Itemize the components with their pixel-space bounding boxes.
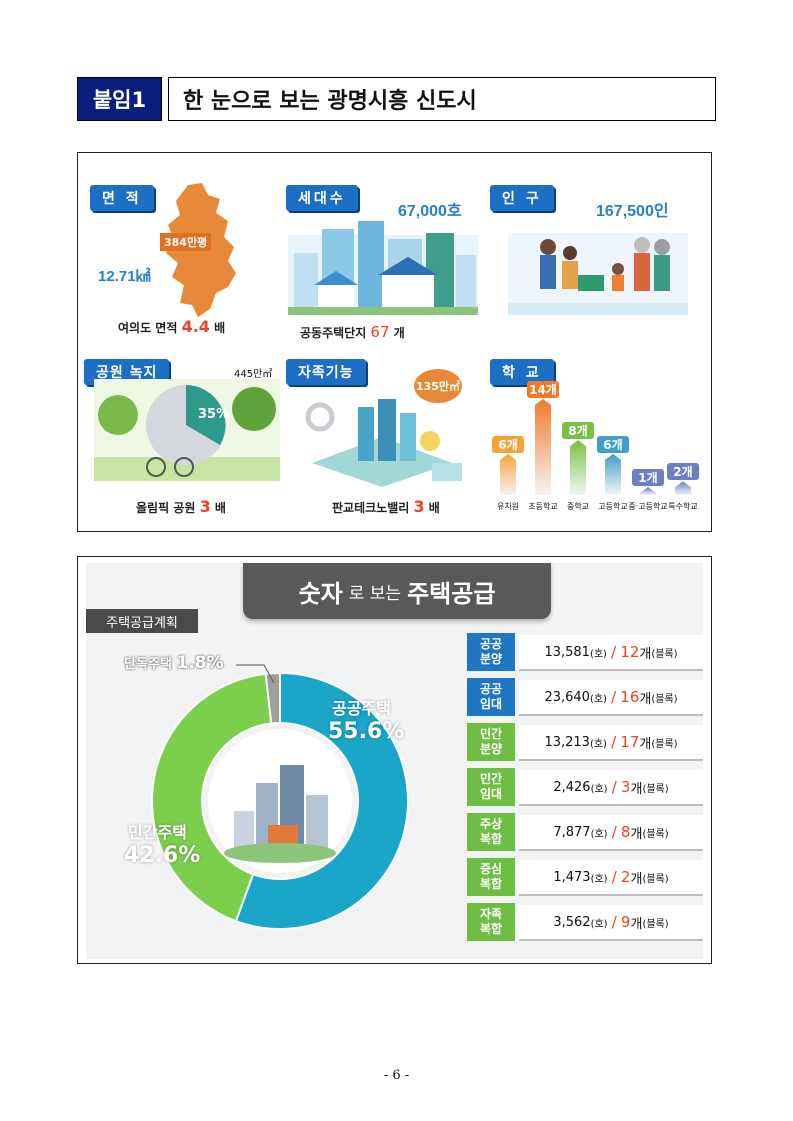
supply-row: 민간 분양 13,213 (호) / 17 개 (블록) bbox=[467, 723, 703, 761]
page-number: - 6 - bbox=[383, 1068, 410, 1083]
school-label: 유치원 bbox=[496, 502, 520, 511]
school-count: 6개 bbox=[492, 435, 524, 453]
supply-value: 23,640 (호) / 16 개 (블록) bbox=[519, 680, 703, 716]
supply-row: 민간 임대 2,426 (호) / 3 개 (블록) bbox=[467, 768, 703, 806]
public-housing-label: 공공주택 bbox=[332, 699, 391, 718]
city-building bbox=[234, 811, 254, 851]
school-label: 특수학교 bbox=[668, 502, 698, 511]
banner-part-2: 로 보는 bbox=[348, 583, 402, 604]
school-count: 14개 bbox=[527, 381, 559, 398]
supply-value: 13,581 (호) / 12 개 (블록) bbox=[519, 635, 703, 671]
self-sufficiency-area: 135만㎡ bbox=[414, 369, 462, 403]
map-illustration bbox=[166, 183, 236, 317]
supply-type-label: 민간 분양 bbox=[467, 723, 515, 761]
population-tag: 인 구 bbox=[490, 185, 554, 211]
banner-part-3: 주택공급 bbox=[407, 579, 496, 608]
supply-row: 중심 복합 1,473 (호) / 2 개 (블록) bbox=[467, 858, 703, 896]
school-bar bbox=[675, 481, 691, 495]
housing-donut-chart bbox=[151, 671, 409, 930]
supply-value: 3,562 (호) / 9 개 (블록) bbox=[519, 905, 703, 941]
self-sufficiency-caption: 판교테크노밸리 3 배 bbox=[332, 497, 440, 516]
supply-row: 공공 임대 23,640 (호) / 16 개 (블록) bbox=[467, 678, 703, 716]
private-housing-label: 민간주택 bbox=[128, 823, 187, 842]
page-title: 한 눈으로 보는 광명시흥 신도시 bbox=[168, 77, 716, 121]
private-housing-pct: 42.6% bbox=[124, 843, 201, 868]
supply-type-label: 민간 임대 bbox=[467, 768, 515, 806]
area-caption: 여의도 면적 4.4 배 bbox=[118, 317, 226, 336]
supply-row: 공공 분양 13,581 (호) / 12 개 (블록) bbox=[467, 633, 703, 671]
public-housing-pct: 55.6% bbox=[328, 719, 405, 744]
supply-type-label: 공공 임대 bbox=[467, 678, 515, 716]
park-percent: 35% bbox=[198, 407, 230, 422]
housing-supply-panel: 숫자 로 보는 주택공급 주택공급계획 공공주택 55.6% 민간주택 42.6… bbox=[77, 556, 712, 964]
supply-banner: 숫자 로 보는 주택공급 bbox=[243, 563, 551, 619]
banner-part-1: 숫자 bbox=[298, 579, 343, 608]
supply-value: 2,426 (호) / 3 개 (블록) bbox=[519, 770, 703, 806]
supply-row: 자족 복합 3,562 (호) / 9 개 (블록) bbox=[467, 903, 703, 941]
supply-row: 주상 복합 7,877 (호) / 8 개 (블록) bbox=[467, 813, 703, 851]
supply-value: 1,473 (호) / 2 개 (블록) bbox=[519, 860, 703, 896]
supply-value: 13,213 (호) / 17 개 (블록) bbox=[519, 725, 703, 761]
techvalley-illustration bbox=[305, 399, 462, 487]
detached-housing-label: 단독주택 1.8% bbox=[124, 653, 224, 673]
overview-panel: 면 적 384만평 12.71㎢ 여의도 면적 4.4 배 세대수 67,000… bbox=[77, 152, 712, 532]
public-segment bbox=[234, 671, 409, 930]
private-segment bbox=[151, 672, 273, 923]
school-bar bbox=[500, 453, 516, 495]
supply-plan-tag: 주택공급계획 bbox=[86, 609, 198, 633]
detached-leader-line bbox=[236, 664, 275, 684]
city-ground bbox=[224, 843, 336, 863]
households-tag: 세대수 bbox=[286, 185, 358, 211]
area-value: 12.71㎢ bbox=[98, 268, 151, 285]
park-illustration bbox=[94, 379, 280, 481]
supply-value: 7,877 (호) / 8 개 (블록) bbox=[519, 815, 703, 851]
supply-type-label: 주상 복합 bbox=[467, 813, 515, 851]
apartment-illustration bbox=[288, 221, 478, 315]
school-label: 중학교 bbox=[566, 502, 590, 511]
supply-type-label: 중심 복합 bbox=[467, 858, 515, 896]
households-value: 67,000호 bbox=[398, 203, 462, 220]
self-sufficiency-tag: 자족기능 bbox=[286, 359, 366, 385]
school-count: 6개 bbox=[597, 435, 629, 453]
school-label: 초등학교 bbox=[528, 502, 558, 511]
school-count: 8개 bbox=[562, 422, 594, 440]
map-label: 384만평 bbox=[160, 233, 212, 251]
area-tag: 면 적 bbox=[90, 185, 154, 211]
park-area: 445만㎡ bbox=[234, 369, 273, 380]
school-label: 고등학교 bbox=[598, 502, 628, 511]
supply-type-label: 공공 분양 bbox=[467, 633, 515, 671]
school-bar bbox=[640, 487, 656, 495]
schools-tag: 학 교 bbox=[490, 359, 554, 385]
school-count: 2개 bbox=[667, 463, 699, 481]
family-illustration bbox=[508, 233, 688, 315]
population-value: 167,500인 bbox=[596, 203, 669, 220]
park-caption: 올림픽 공원 3 배 bbox=[136, 497, 226, 516]
attachment-tag: 붙임1 bbox=[77, 77, 162, 121]
school-bar bbox=[605, 453, 621, 495]
school-bar bbox=[535, 399, 551, 495]
school-bar bbox=[570, 440, 586, 495]
school-count: 1개 bbox=[632, 469, 664, 486]
city-building bbox=[306, 795, 328, 851]
school-label: 중·고등학교 bbox=[628, 502, 668, 511]
households-caption: 공동주택단지 67 개 bbox=[300, 323, 405, 341]
supply-type-label: 자족 복합 bbox=[467, 903, 515, 941]
